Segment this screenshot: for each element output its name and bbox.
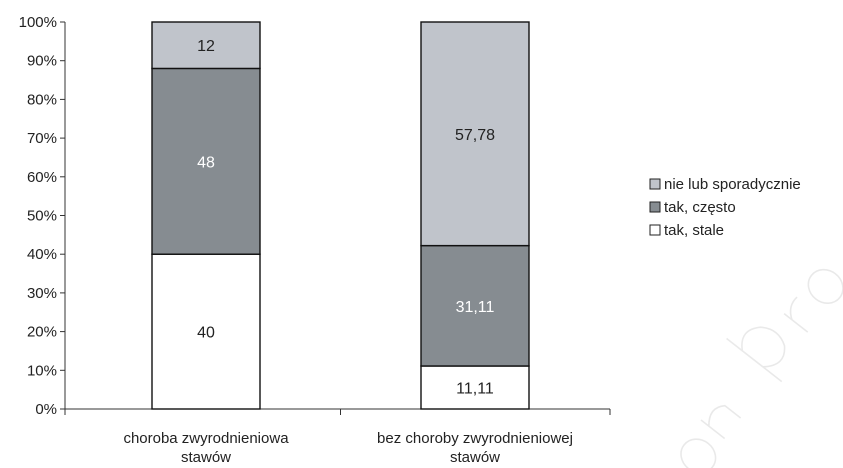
y-tick-label: 50%	[27, 208, 57, 225]
y-tick-label: 30%	[27, 285, 57, 302]
x-category-label: stawów	[181, 449, 231, 466]
data-labels: 40 48 12 11,11 31,11 57,78	[197, 38, 495, 397]
x-category-label: bez choroby zwyrodnieniowej	[377, 430, 573, 447]
y-tick-label: 90%	[27, 53, 57, 70]
category-labels: choroba zwyrodnieniowa stawów bez choroby …	[123, 430, 573, 466]
legend-swatch	[649, 178, 661, 190]
bar-segment	[420, 244, 530, 367]
data-label: 40	[197, 325, 215, 342]
data-label: 48	[197, 154, 215, 171]
x-category-label: stawów	[450, 449, 500, 466]
legend-label: tak, często	[664, 199, 736, 216]
y-tick-label: 20%	[27, 324, 57, 341]
data-label: 31,11	[456, 299, 495, 316]
bar-segment	[420, 21, 530, 247]
legend-swatch	[649, 201, 661, 213]
axes: 0% 10% 20% 30% 40% 50% 60% 70% 80% 90% 100%	[19, 14, 611, 418]
y-tick-label: 70%	[27, 130, 57, 147]
data-label: 57,78	[455, 127, 495, 144]
data-label: 12	[197, 38, 215, 55]
y-tick-label: 80%	[27, 91, 57, 108]
bars	[151, 21, 530, 410]
y-tick-label: 10%	[27, 362, 57, 379]
legend-label: nie lub sporadycznie	[664, 176, 801, 193]
legend: nie lub sporadycznie tak, często tak, stal…	[649, 176, 801, 239]
bar-segment	[151, 67, 261, 255]
y-tick-label: 0%	[35, 401, 57, 418]
y-tick-label: 100%	[19, 14, 57, 31]
bar-segment	[420, 365, 530, 410]
legend-label: tak, stale	[664, 222, 724, 239]
y-tick-label: 40%	[27, 246, 57, 263]
bar-segment	[151, 253, 261, 410]
legend-swatch	[649, 224, 661, 236]
data-label: 11,11	[456, 381, 494, 398]
bar-segment	[151, 21, 261, 70]
y-tick-label: 60%	[27, 169, 57, 186]
x-category-label: choroba zwyrodnieniowa	[123, 430, 289, 447]
